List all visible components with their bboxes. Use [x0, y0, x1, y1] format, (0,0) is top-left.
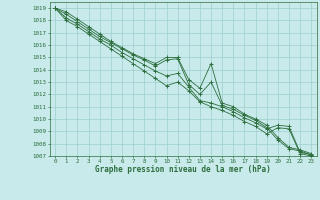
- X-axis label: Graphe pression niveau de la mer (hPa): Graphe pression niveau de la mer (hPa): [95, 165, 271, 174]
